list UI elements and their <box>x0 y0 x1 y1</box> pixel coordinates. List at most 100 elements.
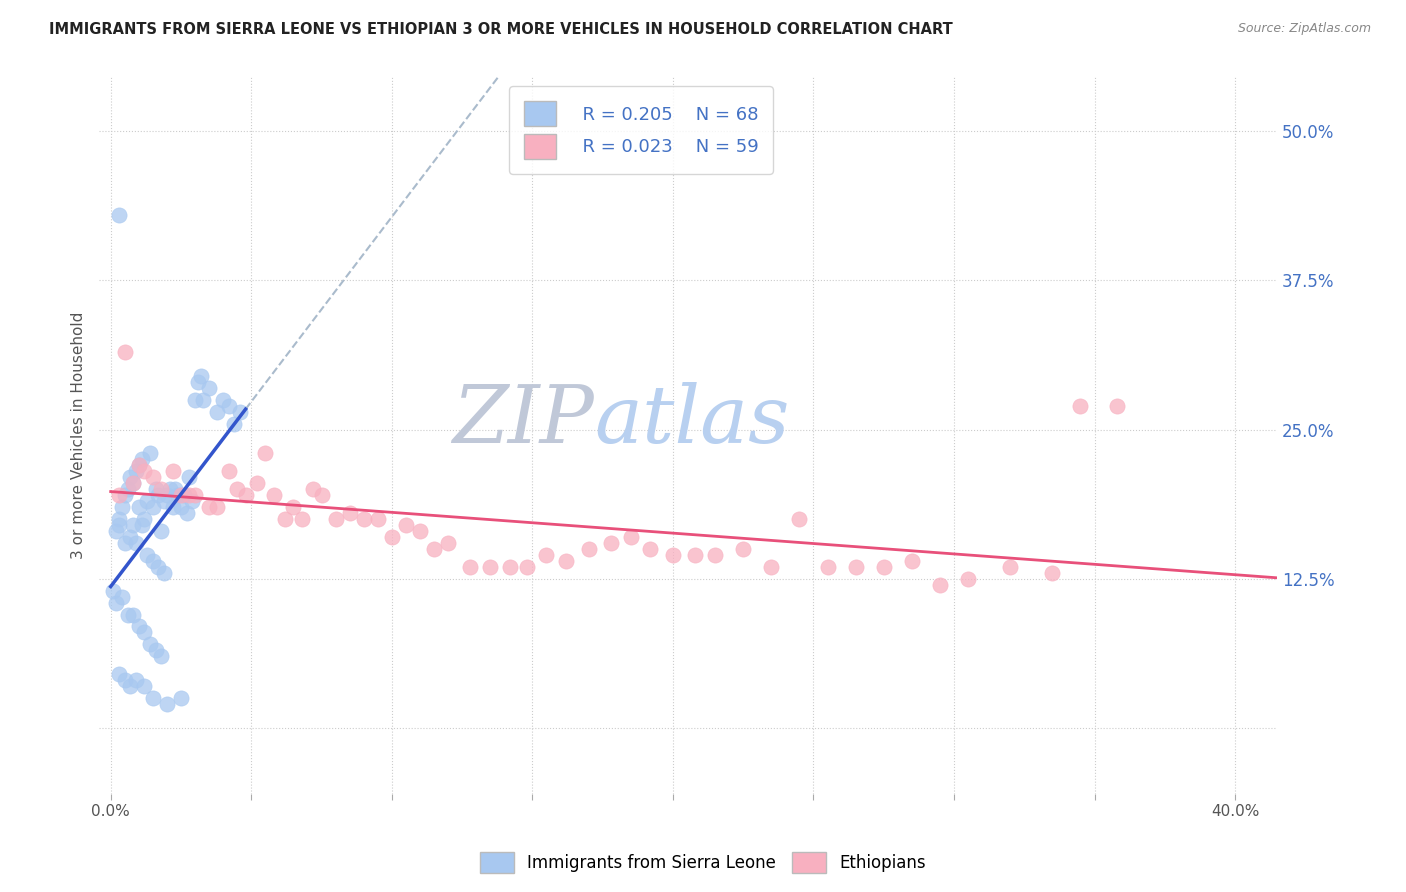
Point <box>125 673 148 688</box>
Point <box>845 559 868 574</box>
Point <box>165 482 187 496</box>
Point <box>311 488 333 502</box>
Point <box>198 381 221 395</box>
Point <box>291 512 314 526</box>
Point <box>131 518 153 533</box>
Point <box>170 488 193 502</box>
Point <box>207 404 229 418</box>
Point <box>134 464 156 478</box>
Point <box>120 470 142 484</box>
Point <box>122 607 145 622</box>
Point <box>437 536 460 550</box>
Point <box>125 536 148 550</box>
Point <box>134 625 156 640</box>
Point <box>134 679 156 693</box>
Point <box>108 488 131 502</box>
Point <box>120 530 142 544</box>
Point <box>167 488 190 502</box>
Point <box>159 482 181 496</box>
Point <box>136 494 159 508</box>
Point <box>1105 399 1128 413</box>
Point <box>170 500 193 515</box>
Point <box>111 500 134 515</box>
Point <box>578 541 600 556</box>
Point <box>108 208 131 222</box>
Point <box>122 476 145 491</box>
Point <box>111 590 134 604</box>
Text: IMMIGRANTS FROM SIERRA LEONE VS ETHIOPIAN 3 OR MORE VEHICLES IN HOUSEHOLD CORREL: IMMIGRANTS FROM SIERRA LEONE VS ETHIOPIA… <box>49 22 953 37</box>
Point <box>733 541 755 556</box>
Point <box>957 572 980 586</box>
Point <box>117 482 139 496</box>
Point <box>555 554 578 568</box>
Point <box>103 583 125 598</box>
Point <box>142 500 165 515</box>
Point <box>1069 399 1091 413</box>
Point <box>620 530 643 544</box>
Point <box>179 470 201 484</box>
Point <box>1000 559 1022 574</box>
Point <box>381 530 404 544</box>
Point <box>131 452 153 467</box>
Point <box>536 548 558 562</box>
Point <box>128 619 150 633</box>
Point <box>153 566 176 580</box>
Point <box>128 500 150 515</box>
Point <box>395 518 418 533</box>
Point <box>105 596 128 610</box>
Point <box>190 368 212 383</box>
Point <box>114 488 136 502</box>
Legend:   R = 0.205    N = 68,   R = 0.023    N = 59: R = 0.205 N = 68, R = 0.023 N = 59 <box>509 87 773 174</box>
Point <box>246 476 269 491</box>
Point <box>153 494 176 508</box>
Point <box>179 488 201 502</box>
Point <box>207 500 229 515</box>
Point <box>600 536 623 550</box>
Point <box>283 500 305 515</box>
Point <box>122 518 145 533</box>
Point <box>108 518 131 533</box>
Point <box>254 446 277 460</box>
Text: atlas: atlas <box>595 383 790 460</box>
Point <box>114 345 136 359</box>
Point <box>184 488 207 502</box>
Point <box>156 488 179 502</box>
Point <box>274 512 297 526</box>
Point <box>193 392 215 407</box>
Point <box>142 554 165 568</box>
Point <box>218 464 240 478</box>
Point <box>145 643 167 657</box>
Point <box>479 559 502 574</box>
Point <box>108 512 131 526</box>
Point <box>120 679 142 693</box>
Text: ZIP: ZIP <box>453 383 595 460</box>
Point <box>114 536 136 550</box>
Point <box>150 649 173 664</box>
Point <box>226 482 249 496</box>
Point <box>704 548 727 562</box>
Point <box>148 488 170 502</box>
Point <box>145 482 167 496</box>
Point <box>325 512 347 526</box>
Point <box>105 524 128 538</box>
Point <box>218 399 240 413</box>
Point <box>128 458 150 473</box>
Point <box>181 494 204 508</box>
Point <box>139 446 162 460</box>
Point <box>128 458 150 473</box>
Point <box>184 392 207 407</box>
Point <box>409 524 432 538</box>
Text: Source: ZipAtlas.com: Source: ZipAtlas.com <box>1237 22 1371 36</box>
Point <box>789 512 811 526</box>
Point <box>125 464 148 478</box>
Point <box>516 559 538 574</box>
Point <box>114 673 136 688</box>
Point <box>122 476 145 491</box>
Point <box>162 500 184 515</box>
Point <box>173 488 195 502</box>
Point <box>367 512 389 526</box>
Point <box>148 559 170 574</box>
Point <box>235 488 257 502</box>
Point <box>224 417 246 431</box>
Point <box>873 559 896 574</box>
